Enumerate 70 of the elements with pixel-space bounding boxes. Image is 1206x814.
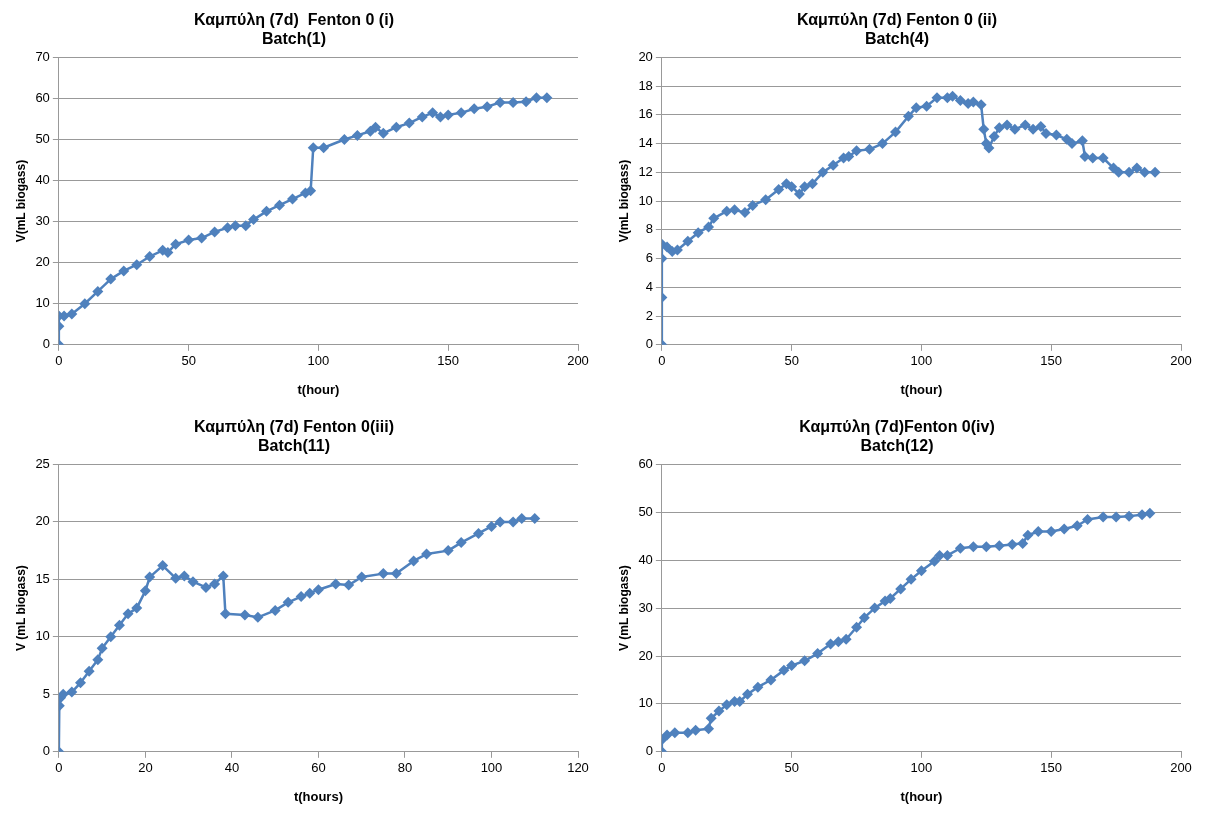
x-tick-label: 0 bbox=[658, 760, 666, 776]
x-tick-label: 20 bbox=[138, 760, 153, 776]
y-tick-label: 16 bbox=[638, 106, 653, 122]
y-tick-label: 0 bbox=[42, 336, 50, 352]
y-tick-label: 70 bbox=[35, 48, 50, 64]
x-axis-title: t(hour) bbox=[297, 381, 340, 397]
y-tick-label: 4 bbox=[645, 278, 653, 294]
y-tick-label: 5 bbox=[42, 685, 50, 701]
chart-subtitle: Batch(12) bbox=[860, 437, 934, 455]
x-tick-label: 200 bbox=[1170, 760, 1192, 776]
y-tick-label: 10 bbox=[638, 695, 653, 711]
x-tick-label: 100 bbox=[307, 353, 330, 369]
y-tick-label: 14 bbox=[638, 135, 653, 151]
x-tick-label: 50 bbox=[784, 760, 799, 776]
y-tick-label: 0 bbox=[645, 743, 653, 759]
x-axis-title: t(hours) bbox=[293, 788, 343, 804]
chart-subtitle: Batch(1) bbox=[261, 30, 327, 48]
x-tick-label: 100 bbox=[910, 760, 933, 776]
y-tick-label: 15 bbox=[35, 570, 50, 586]
chart-title: Καμπύλη (7d) Fenton 0 (ii) bbox=[797, 11, 997, 29]
x-tick-label: 60 bbox=[311, 760, 326, 776]
y-tick-label: 60 bbox=[35, 90, 50, 106]
y-axis-title: V (mL biogass) bbox=[13, 565, 28, 651]
y-tick-label: 40 bbox=[638, 551, 653, 567]
chart-subtitle: Batch(11) bbox=[257, 437, 331, 455]
x-tick-label: 50 bbox=[181, 353, 196, 369]
chart-title: Καμπύλη (7d)Fenton 0(iv) bbox=[799, 418, 995, 436]
y-tick-label: 25 bbox=[35, 455, 50, 471]
y-tick-label: 20 bbox=[638, 647, 653, 663]
y-tick-label: 0 bbox=[42, 743, 50, 759]
x-tick-label: 120 bbox=[567, 760, 589, 776]
x-tick-label: 0 bbox=[55, 760, 63, 776]
y-axis-title: V(mL biogass) bbox=[616, 159, 631, 243]
x-tick-label: 150 bbox=[437, 353, 460, 369]
y-tick-label: 20 bbox=[35, 513, 50, 529]
x-tick-label: 0 bbox=[55, 353, 63, 369]
x-tick-label: 150 bbox=[1040, 760, 1063, 776]
y-tick-label: 8 bbox=[645, 221, 653, 237]
x-axis-title: t(hour) bbox=[900, 381, 943, 397]
y-tick-label: 20 bbox=[638, 48, 653, 64]
y-tick-label: 20 bbox=[35, 254, 50, 270]
y-tick-label: 40 bbox=[35, 172, 50, 188]
y-tick-label: 10 bbox=[638, 192, 653, 208]
x-tick-label: 200 bbox=[1170, 353, 1192, 369]
chart-subtitle: Batch(4) bbox=[864, 30, 930, 48]
x-tick-label: 80 bbox=[397, 760, 413, 776]
x-tick-label: 40 bbox=[224, 760, 240, 776]
y-tick-label: 30 bbox=[638, 599, 653, 615]
y-tick-label: 50 bbox=[35, 131, 50, 147]
y-axis-title: V(mL biogass) bbox=[13, 159, 28, 243]
y-tick-label: 18 bbox=[638, 77, 653, 93]
y-tick-label: 10 bbox=[35, 628, 50, 644]
x-tick-label: 100 bbox=[910, 353, 933, 369]
y-tick-label: 12 bbox=[638, 163, 653, 179]
y-tick-label: 30 bbox=[35, 213, 50, 229]
x-tick-label: 200 bbox=[567, 353, 589, 369]
y-tick-label: 10 bbox=[35, 295, 50, 311]
y-tick-label: 2 bbox=[645, 307, 653, 323]
x-tick-label: 100 bbox=[480, 760, 503, 776]
y-tick-label: 50 bbox=[638, 503, 653, 519]
chart-title: Καμπύλη (7d) Fenton 0 (i) bbox=[194, 11, 394, 29]
x-tick-label: 50 bbox=[784, 353, 799, 369]
y-axis-title: V (mL biogass) bbox=[616, 565, 631, 651]
y-tick-label: 60 bbox=[638, 455, 653, 471]
x-axis-title: t(hour) bbox=[900, 788, 943, 804]
chart-title: Καμπύλη (7d) Fenton 0(iii) bbox=[194, 418, 394, 436]
y-tick-label: 6 bbox=[645, 250, 653, 266]
x-tick-label: 150 bbox=[1040, 353, 1063, 369]
x-tick-label: 0 bbox=[658, 353, 666, 369]
y-tick-label: 0 bbox=[645, 336, 653, 352]
